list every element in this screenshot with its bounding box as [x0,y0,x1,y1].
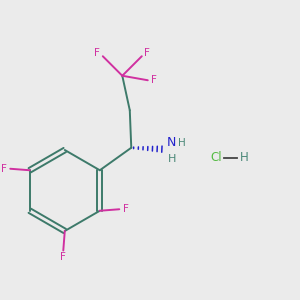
Text: H: H [167,154,176,164]
Text: F: F [144,48,150,58]
Text: F: F [151,75,157,85]
Text: F: F [1,164,7,174]
Text: N: N [167,136,176,149]
Text: F: F [60,252,66,262]
Text: F: F [94,48,100,58]
Text: H: H [240,151,249,164]
Text: H: H [178,138,186,148]
Text: F: F [123,204,129,214]
Text: Cl: Cl [210,151,222,164]
